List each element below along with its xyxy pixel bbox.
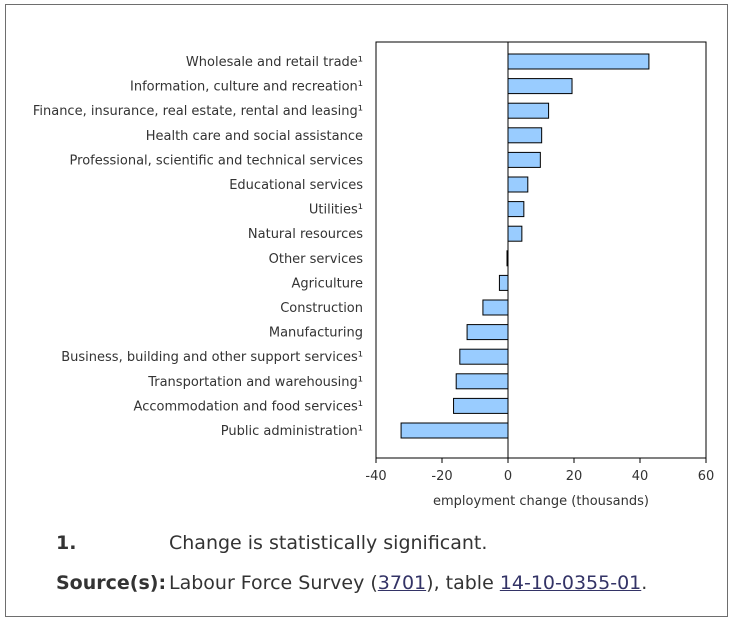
category-label: Accommodation and food services¹ (134, 399, 363, 414)
source-prefix: Labour Force Survey ( (169, 572, 378, 594)
bar (482, 299, 509, 316)
source-suffix: . (641, 572, 648, 594)
bar (507, 78, 573, 95)
bar (507, 225, 523, 242)
category-label: Agriculture (292, 276, 364, 291)
bars-layer (400, 53, 650, 439)
bar (498, 274, 509, 291)
category-label: Manufacturing (269, 326, 363, 341)
bar (507, 176, 529, 193)
category-label: Health care and social assistance (146, 129, 363, 144)
chart-frame (5, 4, 728, 617)
source-middle: ), table (426, 572, 500, 594)
category-label: Educational services (229, 178, 363, 193)
x-tick-label: 20 (566, 469, 583, 484)
category-label: Construction (280, 301, 363, 316)
survey-code-link[interactable]: 3701 (377, 572, 427, 594)
bar (507, 53, 650, 70)
source-key: Source(s): (56, 572, 167, 594)
category-label: Public administration¹ (221, 424, 363, 439)
bar (455, 373, 509, 390)
category-label: Other services (269, 252, 364, 267)
category-labels: Wholesale and retail trade¹ Information, … (33, 55, 363, 439)
table-number-link[interactable]: 14-10-0355-01 (499, 572, 642, 594)
category-label: Transportation and warehousing¹ (147, 375, 363, 390)
bar (507, 151, 541, 168)
x-tick-label: 0 (504, 469, 512, 484)
x-tick-label: -40 (365, 469, 386, 484)
category-label: Natural resources (248, 227, 363, 242)
bar (453, 397, 509, 414)
bar (507, 201, 525, 218)
x-axis-title: employment change (thousands) (433, 494, 649, 509)
source-text: Labour Force Survey (3701), table 14-10-… (169, 572, 647, 594)
x-axis: -40 -20 0 20 40 60 (365, 41, 715, 484)
footnote-key: 1. (56, 532, 77, 554)
bar (507, 127, 543, 144)
bar (507, 102, 550, 119)
category-label: Wholesale and retail trade¹ (186, 55, 363, 70)
x-tick-label: 40 (632, 469, 649, 484)
bar (459, 348, 509, 365)
x-tick-label: -20 (431, 469, 452, 484)
category-label: Business, building and other support ser… (61, 350, 363, 365)
category-label: Finance, insurance, real estate, rental … (33, 104, 363, 119)
bar (466, 324, 509, 341)
plot-area-border (375, 41, 707, 459)
bar (400, 422, 509, 439)
footnote-text: Change is statistically significant. (169, 532, 488, 554)
category-label: Utilities¹ (309, 203, 363, 218)
category-label: Professional, scientific and technical s… (70, 153, 364, 168)
category-label: Information, culture and recreation¹ (130, 80, 363, 95)
x-tick-label: 60 (698, 469, 715, 484)
